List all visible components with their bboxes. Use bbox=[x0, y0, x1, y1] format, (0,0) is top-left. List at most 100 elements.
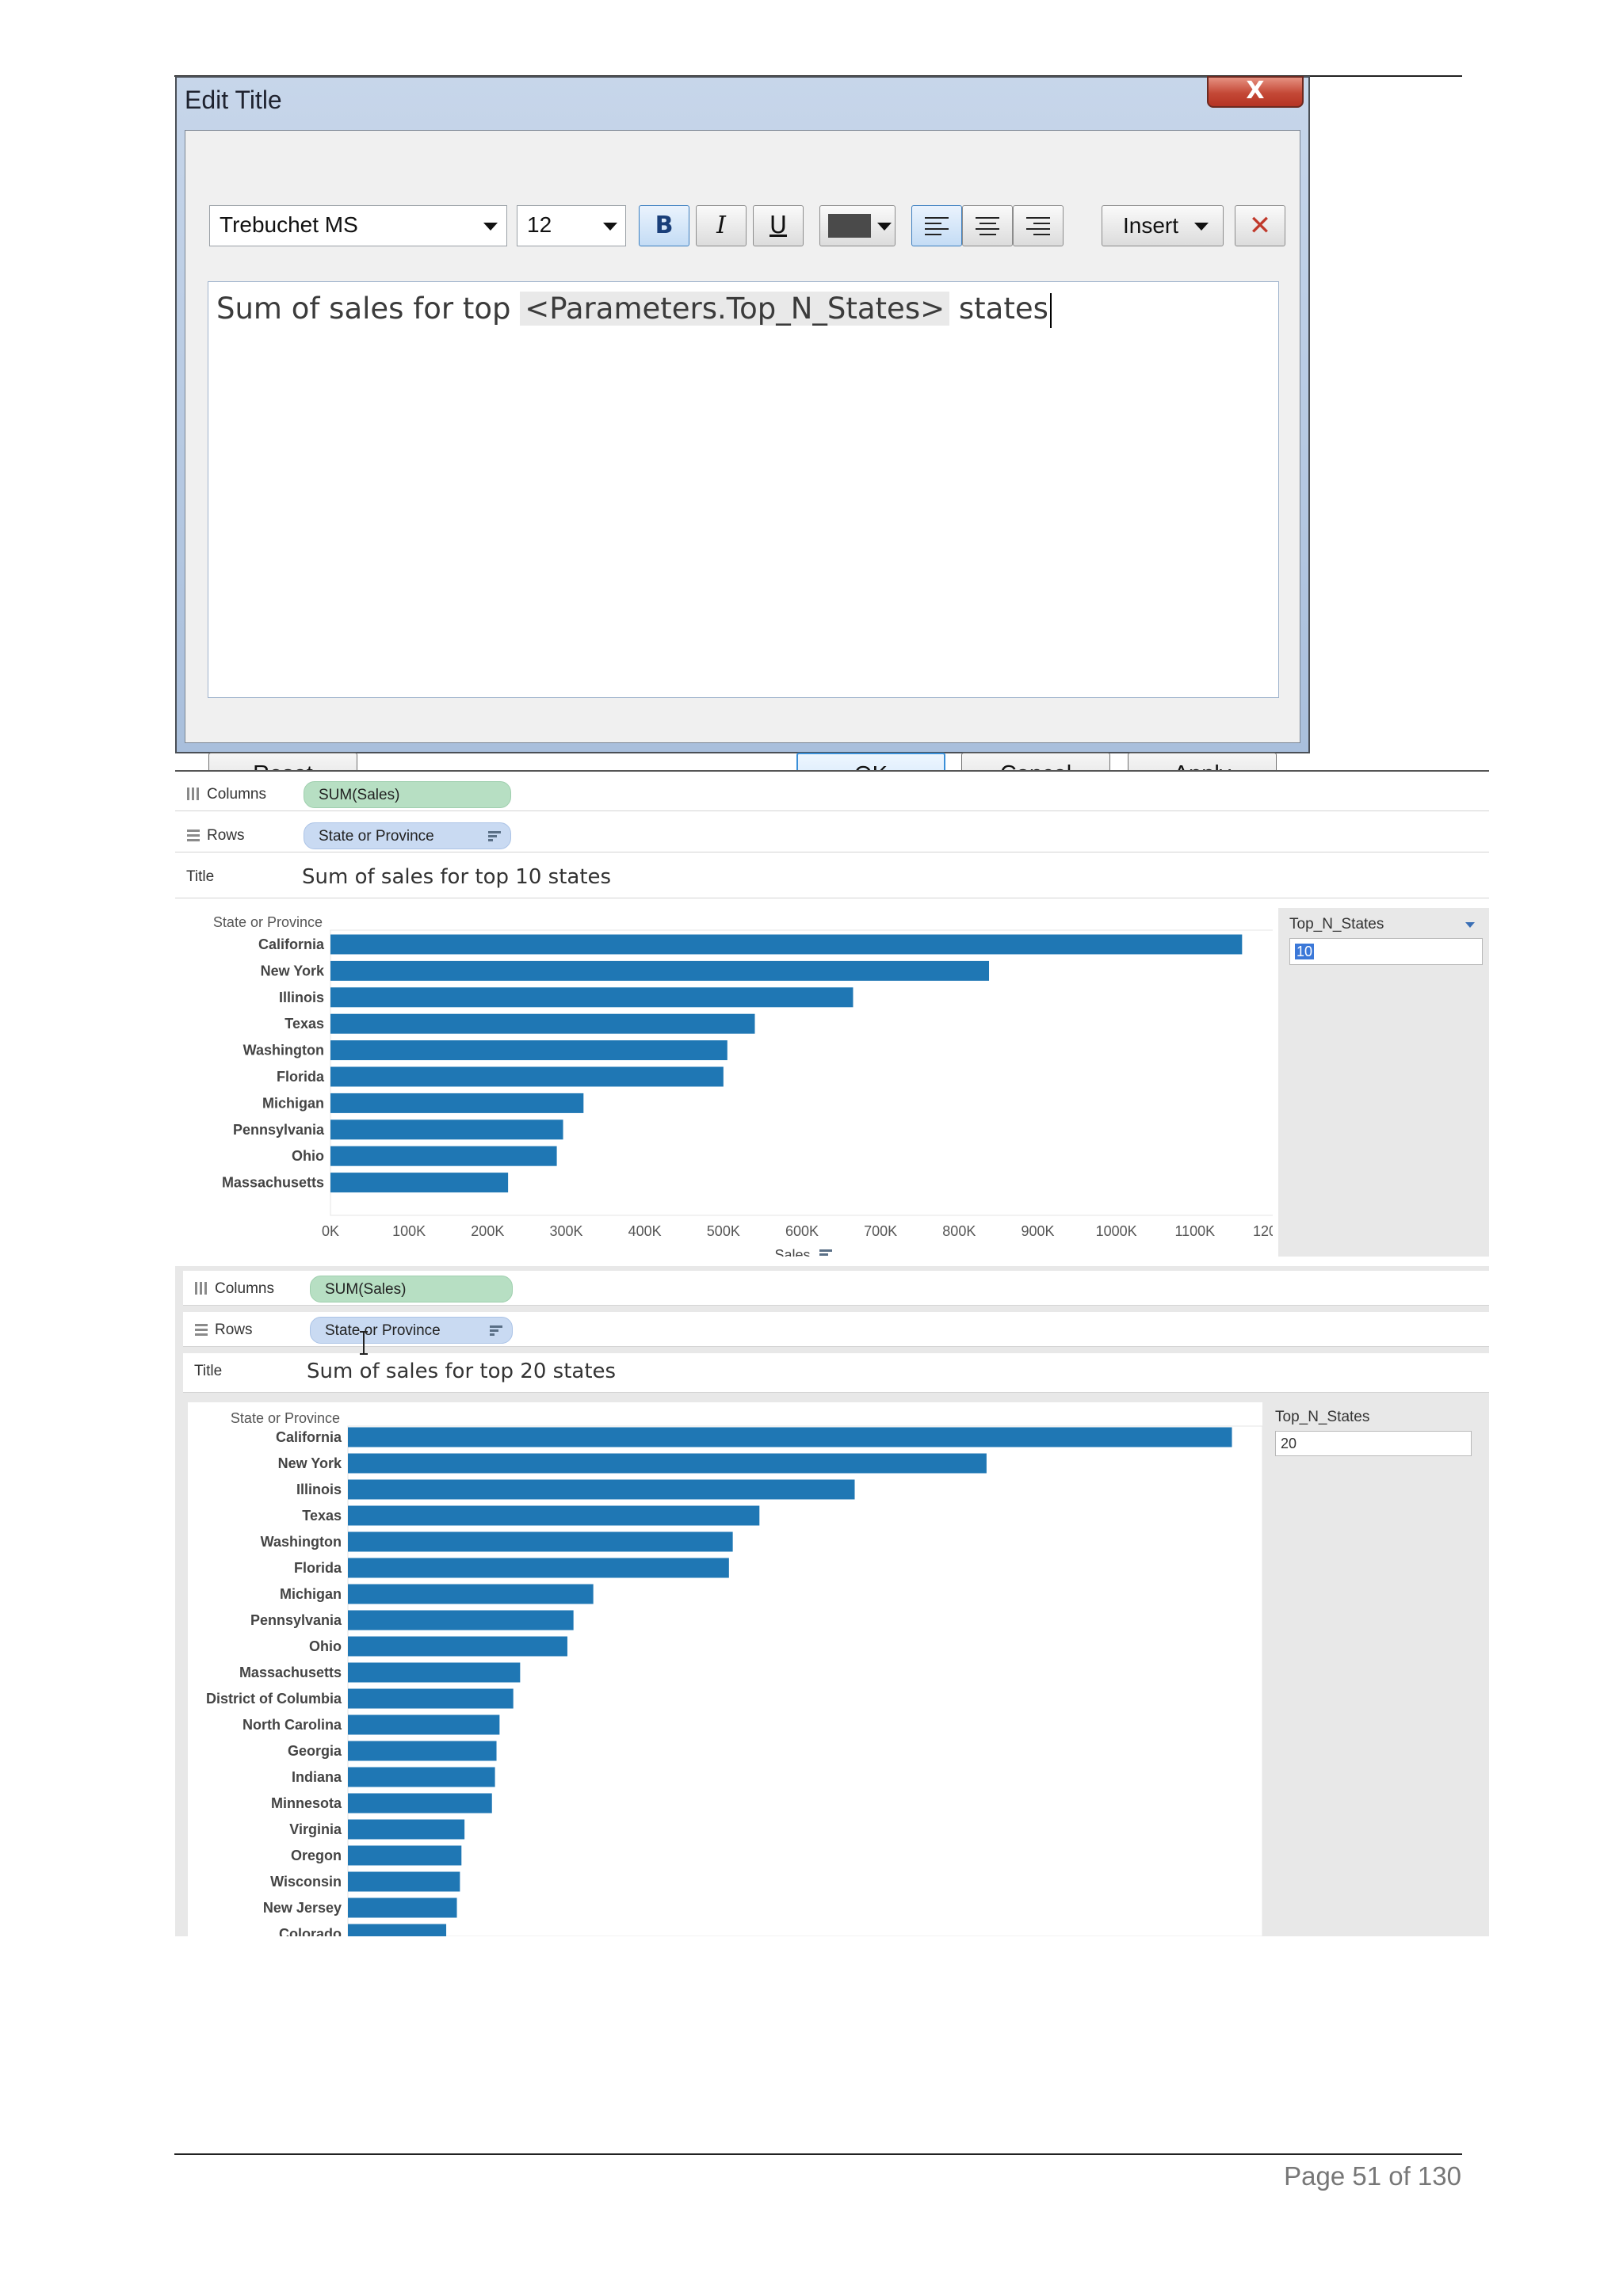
x-tick-label: 300K bbox=[549, 1223, 582, 1239]
category-label: New Jersey bbox=[263, 1900, 342, 1916]
bar[interactable] bbox=[330, 1173, 509, 1193]
chevron-down-icon bbox=[1194, 223, 1209, 231]
columns-shelf[interactable]: Columns SUM(Sales) bbox=[175, 776, 1489, 811]
text-color-picker[interactable] bbox=[819, 205, 896, 246]
x-tick-label: 800K bbox=[942, 1223, 976, 1239]
bar[interactable] bbox=[330, 1040, 727, 1061]
bar[interactable] bbox=[330, 1119, 563, 1140]
bar[interactable] bbox=[330, 987, 854, 1008]
category-label: New York bbox=[261, 963, 325, 978]
bar[interactable] bbox=[330, 1146, 557, 1166]
bar[interactable] bbox=[348, 1453, 987, 1474]
clear-formatting-button[interactable]: ✕ bbox=[1235, 205, 1285, 246]
bar[interactable] bbox=[348, 1714, 500, 1735]
bar[interactable] bbox=[330, 1066, 724, 1087]
category-label: Colorado bbox=[279, 1926, 342, 1936]
bar[interactable] bbox=[348, 1558, 729, 1578]
rows-icon bbox=[195, 1324, 208, 1336]
bar[interactable] bbox=[348, 1427, 1232, 1447]
category-label: Ohio bbox=[309, 1638, 342, 1654]
category-header: State or Province bbox=[213, 914, 323, 930]
bar[interactable] bbox=[330, 960, 990, 981]
category-label: Illinois bbox=[296, 1482, 342, 1497]
category-label: District of Columbia bbox=[206, 1691, 342, 1707]
tableau-view-top-20: Columns SUM(Sales) Rows State or Provinc… bbox=[175, 1266, 1489, 1936]
bar[interactable] bbox=[348, 1584, 594, 1604]
bar[interactable] bbox=[348, 1531, 733, 1552]
bar[interactable] bbox=[348, 1662, 521, 1683]
bar[interactable] bbox=[330, 1093, 584, 1113]
bar[interactable] bbox=[348, 1610, 574, 1630]
x-tick-label: 100K bbox=[392, 1223, 426, 1239]
category-label: New York bbox=[278, 1455, 342, 1471]
x-tick-label: 700K bbox=[864, 1223, 897, 1239]
category-label: California bbox=[276, 1429, 342, 1445]
bar[interactable] bbox=[348, 1688, 514, 1709]
rows-icon bbox=[187, 830, 200, 841]
parameter-value: 10 bbox=[1295, 944, 1315, 959]
align-left-button[interactable] bbox=[911, 205, 962, 246]
bar[interactable] bbox=[348, 1793, 492, 1814]
align-left-icon bbox=[925, 217, 949, 239]
insert-button[interactable]: Insert bbox=[1102, 205, 1224, 246]
category-label: Washington bbox=[243, 1043, 324, 1058]
bar[interactable] bbox=[348, 1741, 497, 1761]
category-label: Massachusetts bbox=[222, 1175, 324, 1191]
sum-sales-pill[interactable]: SUM(Sales) bbox=[304, 781, 511, 808]
italic-button[interactable]: I bbox=[696, 205, 747, 246]
bar-chart-area: State or Province California New York Illin… bbox=[183, 908, 1273, 1257]
x-tick-label: 400K bbox=[628, 1223, 662, 1239]
close-button[interactable]: X bbox=[1207, 76, 1304, 108]
category-label: Washington bbox=[261, 1534, 342, 1550]
bar[interactable] bbox=[330, 934, 1243, 955]
bold-button[interactable]: B bbox=[639, 205, 689, 246]
bar-chart-top-10: State or Province California New York Illin… bbox=[213, 914, 1273, 1257]
bar[interactable] bbox=[348, 1924, 447, 1937]
parameter-title: Top_N_States bbox=[1289, 916, 1384, 933]
chevron-down-icon[interactable] bbox=[1465, 922, 1475, 928]
rows-shelf[interactable]: Rows State or Province bbox=[175, 818, 1489, 852]
font-family-select[interactable]: Trebuchet MS bbox=[209, 205, 507, 246]
bar[interactable] bbox=[348, 1819, 465, 1840]
columns-shelf[interactable]: Columns SUM(Sales) bbox=[183, 1271, 1489, 1306]
parameter-panel: Top_N_States 10 bbox=[1278, 908, 1489, 1257]
bar[interactable] bbox=[348, 1505, 760, 1526]
title-row: Title Sum of sales for top 10 states bbox=[175, 859, 1489, 898]
bar[interactable] bbox=[348, 1767, 495, 1787]
category-label: Indiana bbox=[292, 1769, 342, 1785]
font-size-select[interactable]: 12 bbox=[517, 205, 626, 246]
top-n-states-input[interactable]: 10 bbox=[1289, 938, 1483, 965]
title-editor[interactable]: Sum of sales for top <Parameters.Top_N_S… bbox=[208, 281, 1279, 698]
bar-chart-area: State or Province California New York Illin… bbox=[188, 1402, 1262, 1936]
state-province-pill[interactable]: State or Province bbox=[304, 822, 511, 849]
editor-text-before: Sum of sales for top bbox=[216, 292, 521, 326]
bar[interactable] bbox=[348, 1845, 462, 1866]
bar[interactable] bbox=[348, 1897, 457, 1918]
rows-label: Rows bbox=[215, 1322, 253, 1338]
state-province-pill[interactable]: State or Province bbox=[310, 1317, 513, 1344]
title-row: Title Sum of sales for top 20 states bbox=[183, 1353, 1489, 1393]
category-label: Pennsylvania bbox=[250, 1612, 342, 1628]
category-label: Texas bbox=[285, 1016, 324, 1032]
parameter-title: Top_N_States bbox=[1275, 1409, 1370, 1425]
category-label: Minnesota bbox=[271, 1795, 342, 1811]
bar[interactable] bbox=[348, 1479, 855, 1500]
rows-label: Rows bbox=[207, 827, 245, 844]
bar-chart-top-20: State or Province California New York Illin… bbox=[206, 1410, 1262, 1937]
category-label: Ohio bbox=[292, 1148, 324, 1164]
bar[interactable] bbox=[348, 1871, 460, 1892]
top-n-states-input[interactable]: 20 bbox=[1275, 1431, 1472, 1456]
bar[interactable] bbox=[330, 1013, 755, 1034]
underline-button[interactable]: U bbox=[753, 205, 804, 246]
page-number: Page 51 of 130 bbox=[1284, 2161, 1461, 2191]
sum-sales-pill[interactable]: SUM(Sales) bbox=[310, 1276, 513, 1302]
x-tick-label: 1100K bbox=[1174, 1223, 1215, 1239]
title-label: Title bbox=[186, 868, 215, 885]
bar[interactable] bbox=[348, 1636, 567, 1657]
align-center-icon bbox=[976, 217, 999, 239]
footer-rule bbox=[174, 2153, 1462, 2155]
align-center-button[interactable] bbox=[962, 205, 1013, 246]
sort-icon[interactable] bbox=[819, 1249, 832, 1257]
rows-shelf[interactable]: Rows State or Province bbox=[183, 1312, 1489, 1347]
align-right-button[interactable] bbox=[1013, 205, 1064, 246]
